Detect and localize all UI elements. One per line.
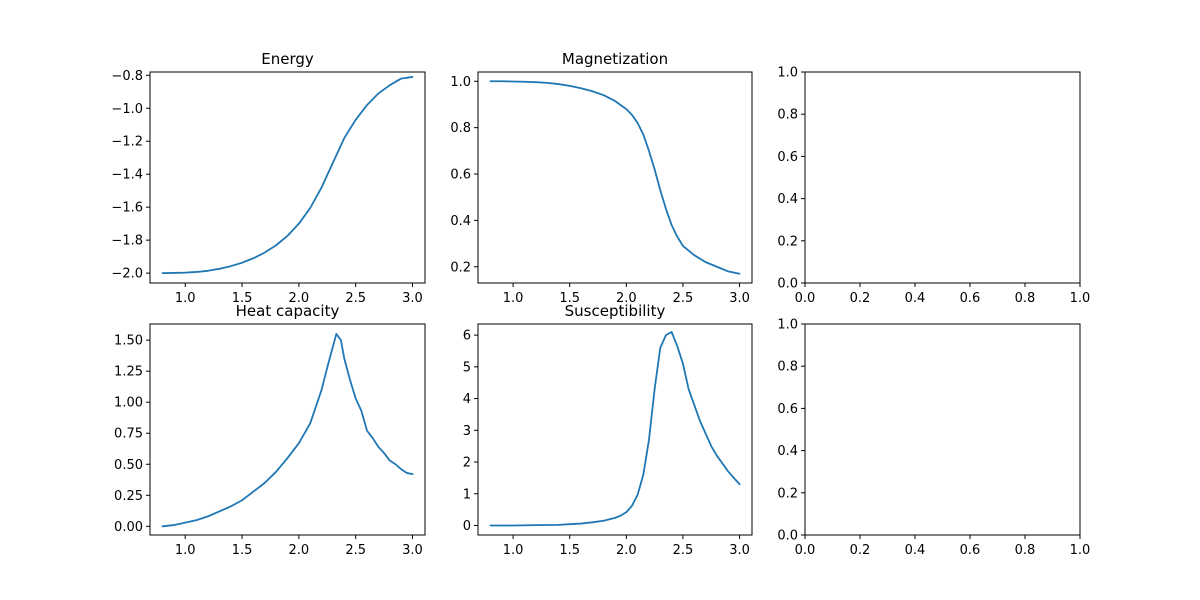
subplot-panel: 0.0 0.2 0.4 0.6 0.8 1.0 0.0 0.2 0.4 0.6 0.8 1.0 xyxy=(777,66,1090,307)
x-tick-label: 1.0 xyxy=(175,543,196,558)
y-tick-label: 0.8 xyxy=(450,121,471,136)
x-tick-label: 2.5 xyxy=(673,543,694,558)
axes-frame xyxy=(477,323,753,536)
y-tick-label: 0.2 xyxy=(777,234,798,249)
subplot-grid: 1.0 1.5 2.0 2.5 3.0 −2.0 −1.8 −1.6 −1.4 −1.2 −1.0 −… xyxy=(111,50,1090,558)
x-tick-label: 2.5 xyxy=(345,291,366,306)
x-tick-label: 3.0 xyxy=(729,543,750,558)
axes-frame xyxy=(804,71,1081,284)
y-tick-label: 1.0 xyxy=(777,66,798,81)
y-tick-label: 1 xyxy=(463,487,471,502)
y-tick-label: 0.00 xyxy=(114,520,143,535)
y-tick-label: 0.2 xyxy=(450,260,471,275)
series-line xyxy=(489,80,741,275)
x-tick-label: 2.5 xyxy=(673,291,694,306)
y-tick-label: 0.6 xyxy=(777,402,798,417)
x-tick-label: 2.0 xyxy=(616,543,637,558)
y-tick-label: 1.50 xyxy=(114,334,143,349)
y-tick-label: 0.8 xyxy=(777,108,798,123)
x-tick-label: 0.0 xyxy=(795,543,816,558)
x-tick-label: 1.5 xyxy=(559,291,580,306)
y-tick-label: 5 xyxy=(463,360,471,375)
y-tick-label: 0.4 xyxy=(777,444,798,459)
subplot-panel: 1.0 1.5 2.0 2.5 3.0 0.2 0.4 0.6 0.8 1.0 Magnetizat… xyxy=(450,50,753,306)
x-tick-label: 3.0 xyxy=(402,291,423,306)
series-line xyxy=(489,331,741,527)
y-tick-label: 1.0 xyxy=(450,75,471,90)
x-tick-label: 1.0 xyxy=(503,291,524,306)
x-tick-label: 1.5 xyxy=(559,543,580,558)
y-tick-label: 0.75 xyxy=(114,427,143,442)
y-tick-label: 1.0 xyxy=(777,318,798,333)
y-tick-label: −0.8 xyxy=(111,69,143,84)
y-tick-label: −2.0 xyxy=(111,267,143,282)
x-tick-label: 1.0 xyxy=(503,543,524,558)
y-tick-label: 0 xyxy=(463,519,471,534)
x-tick-label: 0.0 xyxy=(795,291,816,306)
x-tick-label: 2.0 xyxy=(289,543,310,558)
x-tick-label: 3.0 xyxy=(729,291,750,306)
x-tick-label: 1.0 xyxy=(1070,543,1091,558)
axes-frame xyxy=(149,323,426,536)
subplot-panel: 0.0 0.2 0.4 0.6 0.8 1.0 0.0 0.2 0.4 0.6 0.8 1.0 xyxy=(777,318,1090,559)
panel-title: Susceptibility xyxy=(565,302,666,320)
panel-title: Heat capacity xyxy=(236,302,340,320)
y-tick-label: 1.25 xyxy=(114,365,143,380)
x-tick-label: 2.0 xyxy=(616,291,637,306)
y-tick-label: 1.00 xyxy=(114,396,143,411)
series-line xyxy=(161,333,414,528)
y-tick-label: 0.25 xyxy=(114,489,143,504)
y-tick-label: 4 xyxy=(463,392,471,407)
y-tick-label: −1.4 xyxy=(111,168,143,183)
y-tick-label: 0.4 xyxy=(450,214,471,229)
subplot-panel: 1.0 1.5 2.0 2.5 3.0 0.00 0.25 0.50 0.75 1.00 1.25 1… xyxy=(114,302,426,558)
x-tick-label: 0.8 xyxy=(1015,291,1036,306)
y-tick-label: 0.50 xyxy=(114,458,143,473)
x-tick-label: 2.0 xyxy=(289,291,310,306)
x-tick-label: 0.4 xyxy=(905,543,926,558)
x-tick-label: 3.0 xyxy=(402,543,423,558)
x-tick-label: 0.2 xyxy=(850,543,871,558)
x-tick-label: 1.0 xyxy=(175,291,196,306)
axes-frame xyxy=(804,323,1081,536)
y-tick-label: −1.8 xyxy=(111,234,143,249)
x-tick-label: 2.5 xyxy=(345,543,366,558)
y-tick-label: 0.2 xyxy=(777,486,798,501)
y-tick-label: 6 xyxy=(463,329,471,344)
x-tick-label: 1.5 xyxy=(232,291,253,306)
y-tick-label: −1.2 xyxy=(111,135,143,150)
y-tick-label: −1.6 xyxy=(111,201,143,216)
panel-title: Energy xyxy=(261,50,314,68)
subplot-panel: 1.0 1.5 2.0 2.5 3.0 0 1 2 3 4 5 6 Susceptibility xyxy=(463,302,753,558)
x-tick-label: 0.4 xyxy=(905,291,926,306)
y-tick-label: 0.4 xyxy=(777,192,798,207)
x-tick-label: 1.5 xyxy=(232,543,253,558)
y-tick-label: 2 xyxy=(463,456,471,471)
subplot-panel: 1.0 1.5 2.0 2.5 3.0 −2.0 −1.8 −1.6 −1.4 −1.2 −1.0 −… xyxy=(111,50,426,306)
y-tick-label: 0.6 xyxy=(450,168,471,183)
x-tick-label: 0.8 xyxy=(1015,543,1036,558)
axes-frame xyxy=(149,71,426,284)
y-tick-label: 0.8 xyxy=(777,360,798,375)
panel-title: Magnetization xyxy=(562,50,668,68)
x-tick-label: 0.2 xyxy=(850,291,871,306)
x-tick-label: 0.6 xyxy=(960,291,981,306)
series-line xyxy=(161,76,414,275)
x-tick-label: 1.0 xyxy=(1070,291,1091,306)
y-tick-label: 0.0 xyxy=(777,529,798,544)
y-tick-label: −1.0 xyxy=(111,102,143,117)
y-tick-label: 3 xyxy=(463,424,471,439)
y-tick-label: 0.0 xyxy=(777,277,798,292)
y-tick-label: 0.6 xyxy=(777,150,798,165)
x-tick-label: 0.6 xyxy=(960,543,981,558)
axes-frame xyxy=(477,71,753,284)
